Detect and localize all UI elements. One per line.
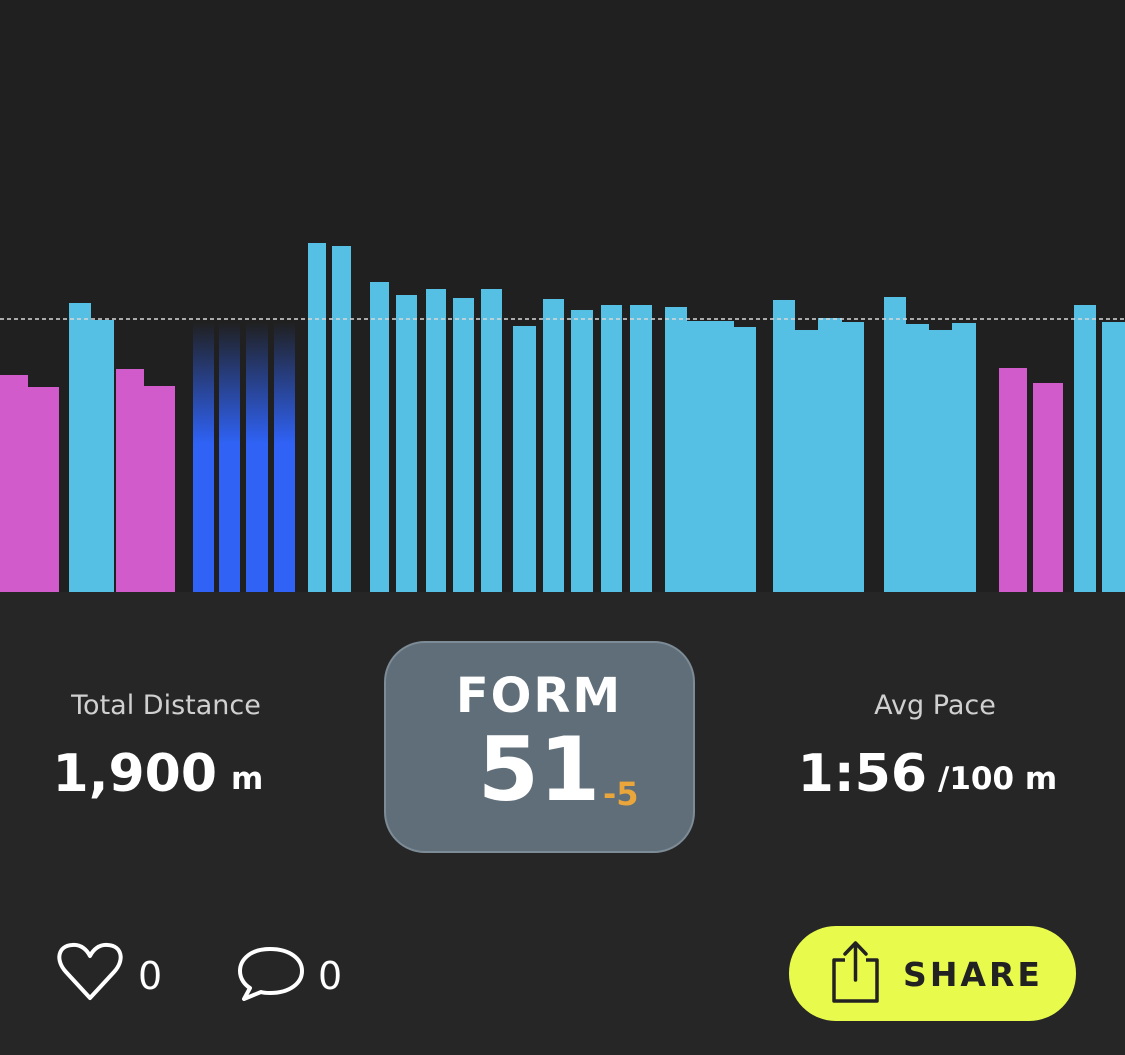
lap-bar (543, 299, 564, 592)
lap-bar (246, 322, 268, 592)
lap-bar (571, 310, 593, 592)
lap-bar (193, 322, 214, 592)
lap-bars (0, 243, 1125, 592)
lap-bar (453, 298, 474, 592)
lap-bar (144, 386, 175, 592)
distance-label: Total Distance (70, 690, 261, 721)
lap-bar (905, 324, 929, 592)
share-label[interactable]: SHARE (903, 955, 1043, 994)
lap-bar (426, 289, 446, 592)
lap-bar (308, 243, 326, 592)
lap-bar (686, 321, 734, 592)
lap-bar (481, 289, 502, 592)
comment-count: 0 (318, 954, 342, 998)
lap-bar (952, 323, 976, 592)
form-label: FORM (456, 668, 622, 724)
lap-bar (1074, 305, 1096, 592)
share-arrow[interactable] (843, 941, 868, 982)
lap-bar (773, 300, 795, 592)
like-count: 0 (138, 954, 162, 998)
lap-bar (630, 305, 652, 592)
lap-bar (69, 303, 91, 592)
lap-bar (601, 305, 622, 592)
lap-bar (928, 330, 953, 592)
lap-bar (1033, 383, 1063, 592)
lap-bar (332, 246, 351, 592)
comment-icon[interactable] (238, 947, 304, 1001)
lap-bar (28, 387, 59, 592)
form-value: 51 (478, 718, 600, 821)
lap-bar (999, 368, 1027, 592)
lap-bar (794, 330, 819, 592)
pace-value: 1:56 (798, 744, 927, 804)
like-icon[interactable] (57, 942, 123, 1000)
share-button[interactable]: SHARE (789, 926, 1076, 1021)
share-icon[interactable] (832, 958, 879, 1003)
distance-unit: m (231, 761, 263, 797)
lap-bar (884, 297, 906, 592)
lap-bar (818, 318, 842, 592)
lap-bar (1102, 322, 1125, 592)
lap-bar (0, 375, 28, 592)
lap-bar (116, 369, 144, 592)
pace-label: Avg Pace (874, 690, 996, 721)
lap-bar (91, 320, 114, 592)
lap-bar (219, 322, 240, 592)
lap-bar (841, 322, 864, 592)
lap-bar (274, 322, 295, 592)
lap-bar (665, 307, 687, 592)
pace-unit: /100 m (938, 761, 1057, 797)
lap-bar (396, 295, 417, 592)
lap-bar (733, 327, 756, 592)
distance-value: 1,900 (53, 744, 217, 804)
lap-bar (513, 326, 536, 592)
form-card (384, 641, 695, 853)
lap-bar (370, 282, 389, 592)
form-change: -5 (603, 775, 639, 813)
